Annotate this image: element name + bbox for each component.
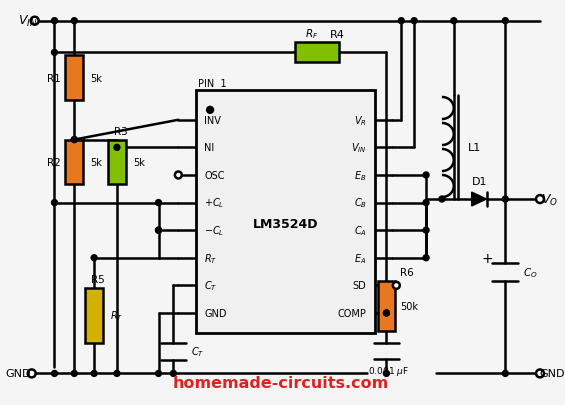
Circle shape xyxy=(423,173,429,179)
Circle shape xyxy=(155,228,162,234)
Text: R4: R4 xyxy=(329,30,344,39)
Text: 50k: 50k xyxy=(400,301,418,311)
Text: $C_T$: $C_T$ xyxy=(204,279,218,292)
Circle shape xyxy=(398,19,405,25)
Text: GND: GND xyxy=(539,369,564,379)
Bar xyxy=(377,281,395,331)
Bar xyxy=(295,43,339,63)
Circle shape xyxy=(51,371,58,377)
Text: R5: R5 xyxy=(91,275,105,285)
Circle shape xyxy=(114,145,120,151)
Text: INV: INV xyxy=(204,115,221,126)
Text: PIN  1: PIN 1 xyxy=(198,79,227,89)
Circle shape xyxy=(502,196,509,202)
Bar xyxy=(196,91,375,333)
Text: LM3524D: LM3524D xyxy=(253,217,318,230)
Circle shape xyxy=(91,255,97,261)
Text: $V_R$: $V_R$ xyxy=(354,113,367,127)
Text: $-C_L$: $-C_L$ xyxy=(204,224,224,237)
Text: $R_T$: $R_T$ xyxy=(110,309,123,322)
Text: $C_O$: $C_O$ xyxy=(523,266,538,279)
Text: $C_B$: $C_B$ xyxy=(354,196,367,210)
Circle shape xyxy=(384,310,389,316)
Circle shape xyxy=(71,137,77,143)
Circle shape xyxy=(155,200,162,206)
Text: $C_T$: $C_T$ xyxy=(191,344,205,358)
Circle shape xyxy=(423,200,429,206)
Bar xyxy=(66,140,83,185)
Text: 5k: 5k xyxy=(133,158,145,167)
Circle shape xyxy=(439,196,445,202)
Text: $R_T$: $R_T$ xyxy=(204,251,218,265)
Bar xyxy=(85,288,103,343)
Bar xyxy=(66,56,83,101)
Text: 5k: 5k xyxy=(90,158,102,167)
Text: $R_F$: $R_F$ xyxy=(306,28,319,41)
Text: D1: D1 xyxy=(472,177,488,187)
Circle shape xyxy=(451,19,457,25)
Circle shape xyxy=(207,107,214,114)
Circle shape xyxy=(536,369,544,377)
Circle shape xyxy=(393,282,400,289)
Text: GND: GND xyxy=(5,369,31,379)
Circle shape xyxy=(28,369,36,377)
Circle shape xyxy=(155,371,162,377)
Circle shape xyxy=(502,19,509,25)
Text: OSC: OSC xyxy=(204,171,225,181)
Text: L1: L1 xyxy=(468,143,481,153)
Circle shape xyxy=(155,228,162,234)
Text: $+C_L$: $+C_L$ xyxy=(204,196,224,210)
Circle shape xyxy=(411,19,417,25)
Circle shape xyxy=(423,255,429,261)
Text: $C_A$: $C_A$ xyxy=(354,224,367,237)
Circle shape xyxy=(384,371,389,377)
Circle shape xyxy=(71,371,77,377)
Text: $V_{IN}$: $V_{IN}$ xyxy=(351,141,367,155)
Text: COMP: COMP xyxy=(338,308,367,318)
Circle shape xyxy=(423,228,429,234)
Text: R6: R6 xyxy=(400,268,414,278)
Circle shape xyxy=(171,371,176,377)
Text: R3: R3 xyxy=(114,126,128,136)
Bar xyxy=(108,140,126,185)
Circle shape xyxy=(51,200,58,206)
Text: +: + xyxy=(482,252,493,266)
Circle shape xyxy=(91,371,97,377)
Circle shape xyxy=(51,50,58,56)
Text: R1: R1 xyxy=(47,73,60,83)
Text: 5k: 5k xyxy=(90,73,102,83)
Text: $E_B$: $E_B$ xyxy=(354,168,367,182)
Text: $E_A$: $E_A$ xyxy=(354,251,367,265)
Text: $V_O$: $V_O$ xyxy=(541,192,558,207)
Text: NI: NI xyxy=(204,143,214,153)
Text: GND: GND xyxy=(204,308,227,318)
Text: homemade-circuits.com: homemade-circuits.com xyxy=(172,375,389,390)
Circle shape xyxy=(71,19,77,25)
Circle shape xyxy=(51,19,58,25)
Text: SD: SD xyxy=(353,281,367,291)
Circle shape xyxy=(114,371,120,377)
Text: $V_{IN}$: $V_{IN}$ xyxy=(18,14,37,29)
Polygon shape xyxy=(472,193,486,207)
Circle shape xyxy=(31,18,38,26)
Circle shape xyxy=(536,196,544,203)
Circle shape xyxy=(502,371,509,377)
Circle shape xyxy=(71,137,77,143)
Text: 0.001 $\mu$F: 0.001 $\mu$F xyxy=(368,364,409,377)
Text: R2: R2 xyxy=(47,158,60,167)
Circle shape xyxy=(175,172,182,179)
Circle shape xyxy=(384,310,389,316)
